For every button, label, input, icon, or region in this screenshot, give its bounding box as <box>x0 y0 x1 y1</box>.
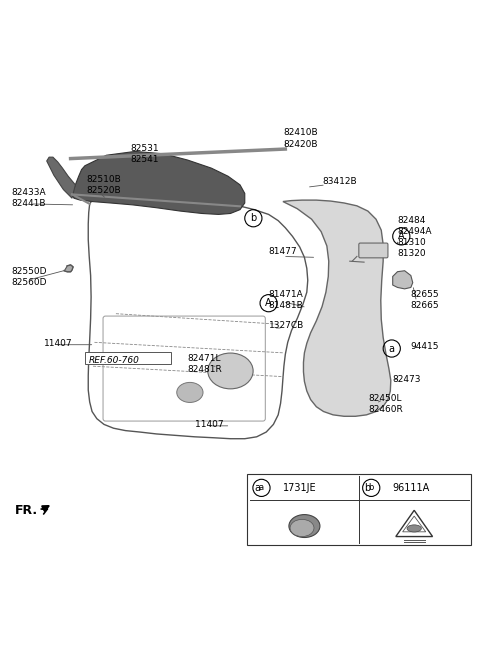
PathPatch shape <box>283 200 391 417</box>
Text: 82450L
82460R: 82450L 82460R <box>369 394 404 415</box>
Text: 81471A
81481B: 81471A 81481B <box>269 290 303 310</box>
Text: REF.60-760: REF.60-760 <box>89 356 140 365</box>
Text: 83412B: 83412B <box>322 176 357 186</box>
Text: 82410B
82420B: 82410B 82420B <box>283 129 318 149</box>
Text: 96111A: 96111A <box>393 483 430 493</box>
Ellipse shape <box>290 520 314 537</box>
Ellipse shape <box>177 382 203 402</box>
Text: 1327CB: 1327CB <box>269 321 304 330</box>
Polygon shape <box>396 510 432 537</box>
Text: 82473: 82473 <box>393 375 421 384</box>
Text: b: b <box>369 483 374 493</box>
Text: 1731JE: 1731JE <box>283 483 317 493</box>
Text: 94415: 94415 <box>411 342 439 351</box>
Text: 82655
82665: 82655 82665 <box>411 290 440 310</box>
Text: A: A <box>398 232 405 241</box>
Text: a: a <box>259 483 264 493</box>
Text: 11407: 11407 <box>44 338 73 348</box>
Text: 11407: 11407 <box>195 420 226 429</box>
Ellipse shape <box>407 525 421 532</box>
Text: 82484
82494A
81310
81320: 82484 82494A 81310 81320 <box>397 216 432 258</box>
Text: a: a <box>389 344 395 354</box>
FancyBboxPatch shape <box>247 474 471 545</box>
Text: 81477: 81477 <box>269 247 297 256</box>
Ellipse shape <box>289 514 320 537</box>
Ellipse shape <box>208 353 253 389</box>
FancyBboxPatch shape <box>85 352 171 364</box>
Text: A: A <box>265 298 272 308</box>
FancyBboxPatch shape <box>359 243 388 258</box>
Text: a: a <box>254 483 260 493</box>
Text: 82433A
82441B: 82433A 82441B <box>11 188 46 208</box>
Text: 82471L
82481R: 82471L 82481R <box>188 354 222 374</box>
Text: 82550D
82560D: 82550D 82560D <box>11 267 47 287</box>
PathPatch shape <box>393 271 413 289</box>
PathPatch shape <box>72 152 245 215</box>
Text: 82510B
82520B: 82510B 82520B <box>86 174 121 195</box>
Text: b: b <box>250 213 256 223</box>
Text: FR.: FR. <box>15 504 38 517</box>
PathPatch shape <box>47 157 75 198</box>
Text: 82531
82541: 82531 82541 <box>130 144 159 164</box>
Polygon shape <box>64 265 73 272</box>
Text: b: b <box>364 483 371 493</box>
